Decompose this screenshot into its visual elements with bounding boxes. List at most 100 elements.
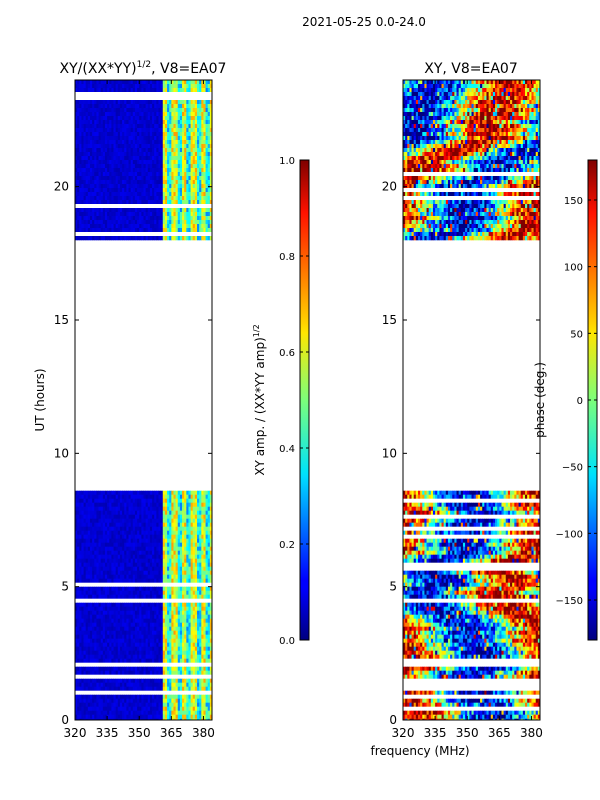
heatmap-cell [197, 136, 200, 141]
heatmap-cell [149, 586, 153, 591]
heatmap-cell [143, 88, 147, 93]
heatmap-cell [209, 702, 212, 707]
heatmap-cell [98, 502, 102, 507]
heatmap-cell [154, 574, 157, 579]
heatmap-cell [201, 514, 204, 519]
heatmap-cell [164, 498, 168, 503]
heatmap-cell [173, 116, 177, 121]
heatmap-cell [79, 538, 82, 543]
heatmap-cell [109, 168, 112, 173]
heatmap-cell [107, 554, 110, 559]
heatmap-cell [207, 506, 211, 511]
heatmap-cell [94, 590, 97, 595]
heatmap-cell [179, 522, 183, 527]
heatmap-cell [197, 610, 200, 615]
heatmap-cell [203, 538, 206, 543]
heatmap-cell [124, 124, 127, 129]
heatmap-cell [143, 490, 147, 495]
heatmap-cell [113, 136, 117, 141]
heatmap-cell [77, 172, 80, 177]
heatmap-cell [81, 176, 84, 181]
heatmap-cell [128, 542, 132, 547]
heatmap-cell [205, 614, 209, 619]
heatmap-cell [132, 514, 136, 519]
heatmap-cell [115, 180, 119, 185]
heatmap-cell [171, 578, 174, 583]
heatmap-cell [113, 554, 117, 559]
heatmap-cell [139, 522, 142, 527]
heatmap-cell [132, 100, 136, 105]
heatmap-cell [184, 88, 187, 93]
heatmap-cell [128, 152, 132, 157]
heatmap-cell [188, 148, 191, 153]
heatmap-cell [98, 698, 102, 703]
heatmap-cell [132, 104, 136, 109]
heatmap-cell [184, 168, 187, 173]
heatmap-cell [147, 522, 151, 527]
heatmap-cell [194, 116, 198, 121]
heatmap-cell [100, 490, 104, 495]
heatmap-cell [92, 172, 95, 177]
heatmap-cell [109, 140, 112, 145]
heatmap-cell [139, 172, 142, 177]
heatmap-cell [117, 550, 121, 555]
heatmap-cell [162, 626, 166, 631]
heatmap-cell [194, 180, 198, 185]
heatmap-cell [100, 638, 104, 643]
heatmap-cell [100, 614, 104, 619]
heatmap-cell [83, 498, 87, 503]
heatmap-cell [102, 590, 106, 595]
heatmap-cell [87, 518, 91, 523]
heatmap-cell [197, 172, 200, 177]
heatmap-cell [94, 120, 97, 125]
heatmap-cell [179, 172, 183, 177]
heatmap-cell [77, 554, 80, 559]
heatmap-cell [104, 678, 108, 683]
heatmap-cell [139, 132, 142, 137]
heatmap-cell [100, 606, 104, 611]
heatmap-cell [141, 100, 144, 105]
heatmap-cell [87, 112, 91, 117]
heatmap-cell [145, 522, 149, 527]
heatmap-cell [94, 626, 97, 631]
heatmap-cell [190, 490, 194, 495]
heatmap-cell [160, 180, 164, 185]
heatmap-cell [139, 180, 142, 185]
heatmap-cell [190, 156, 194, 161]
heatmap-cell [184, 510, 187, 515]
heatmap-cell [79, 594, 82, 599]
heatmap-cell [169, 164, 172, 169]
heatmap-cell [115, 638, 119, 643]
heatmap-cell [79, 542, 82, 547]
heatmap-cell [83, 586, 87, 591]
heatmap-cell [186, 160, 189, 165]
heatmap-cell [167, 678, 170, 683]
heatmap-cell [141, 510, 144, 515]
heatmap-cell [177, 184, 181, 189]
heatmap-cell [169, 558, 172, 563]
heatmap-cell [87, 622, 91, 627]
heatmap-cell [75, 152, 78, 157]
heatmap-cell [145, 630, 149, 635]
heatmap-cell [107, 566, 110, 571]
heatmap-cell [102, 698, 106, 703]
heatmap-cell [109, 156, 112, 161]
heatmap-cell [156, 610, 159, 615]
heatmap-cell [111, 180, 114, 185]
heatmap-cell [177, 702, 181, 707]
heatmap-cell [160, 100, 164, 105]
heatmap-cell [87, 594, 91, 599]
heatmap-cell [190, 132, 194, 137]
heatmap-cell [94, 682, 97, 687]
heatmap-cell [104, 84, 108, 89]
heatmap-cell [175, 558, 179, 563]
heatmap-cell [162, 518, 166, 523]
heatmap-cell [87, 634, 91, 639]
heatmap-cell [124, 574, 127, 579]
heatmap-cell [119, 144, 123, 149]
heatmap-cell [124, 606, 127, 611]
heatmap-cell [124, 614, 127, 619]
heatmap-cell [179, 112, 183, 117]
heatmap-cell [171, 116, 174, 121]
heatmap-cell [201, 112, 204, 117]
